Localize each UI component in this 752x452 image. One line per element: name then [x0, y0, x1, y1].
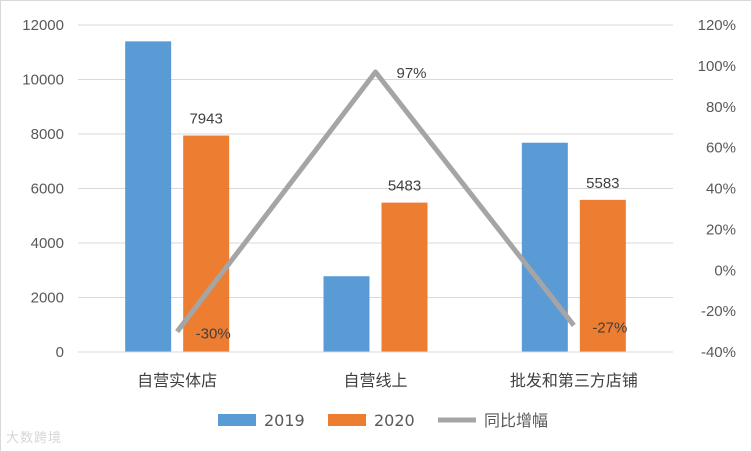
y-right-tick-label: 20%	[706, 221, 736, 238]
data-labels: 7943 5483 5583 -30% 97% -27%	[189, 65, 627, 343]
legend: 2019 2020 同比增幅	[218, 411, 548, 430]
y-left-tick-label: 6000	[31, 181, 64, 198]
line-data-label: -30%	[196, 326, 231, 343]
axes: 0 2000 4000 6000 8000 10000 12000 -40% -20% 0% 20%…	[22, 17, 736, 390]
y-right-tick-label: 60%	[706, 140, 736, 157]
line-data-label: -27%	[592, 319, 627, 336]
x-category-label: 自营实体店	[137, 371, 217, 390]
bar-2019-2	[521, 142, 568, 352]
line-同比增幅	[175, 69, 576, 334]
legend-label: 同比增幅	[484, 411, 548, 430]
watermark-logo: 大数跨境	[6, 427, 62, 446]
bar-2020-0	[183, 135, 230, 352]
bar-2019-0	[125, 41, 172, 352]
y-left-tick-label: 0	[56, 344, 64, 361]
bars	[125, 41, 626, 352]
watermark-text: 大数跨境	[6, 431, 63, 446]
y-right-tick-label: -20%	[701, 303, 736, 320]
x-category-label: 批发和第三方店铺	[510, 371, 638, 390]
bar-2020-1	[381, 202, 428, 352]
bar-2019-1	[323, 276, 370, 352]
bar-data-label: 7943	[189, 111, 222, 128]
y-right-tick-label: 100%	[698, 58, 736, 75]
y-right-tick-label: 0%	[714, 262, 736, 279]
legend-swatch	[218, 414, 256, 426]
line-data-label: 97%	[396, 65, 426, 82]
legend-swatch	[328, 414, 366, 426]
y-right-tick-label: 120%	[698, 17, 736, 34]
x-category-label: 自营线上	[343, 371, 407, 390]
y-left-tick-label: 2000	[31, 290, 64, 307]
y-right-tick-label: 40%	[706, 181, 736, 198]
bar-data-label: 5483	[388, 178, 421, 195]
y-left-tick-label: 12000	[22, 17, 64, 34]
y-left-tick-label: 8000	[31, 126, 64, 143]
y-left-tick-label: 4000	[31, 235, 64, 252]
y-right-tick-label: -40%	[701, 344, 736, 361]
bar-data-label: 5583	[586, 175, 619, 192]
y-left-tick-label: 10000	[22, 72, 64, 89]
line-series	[175, 69, 576, 334]
bar-2020-2	[579, 199, 626, 352]
legend-label: 2019	[264, 411, 305, 430]
y-right-tick-label: 80%	[706, 99, 736, 116]
gridlines	[78, 24, 673, 298]
legend-label: 2020	[374, 411, 415, 430]
